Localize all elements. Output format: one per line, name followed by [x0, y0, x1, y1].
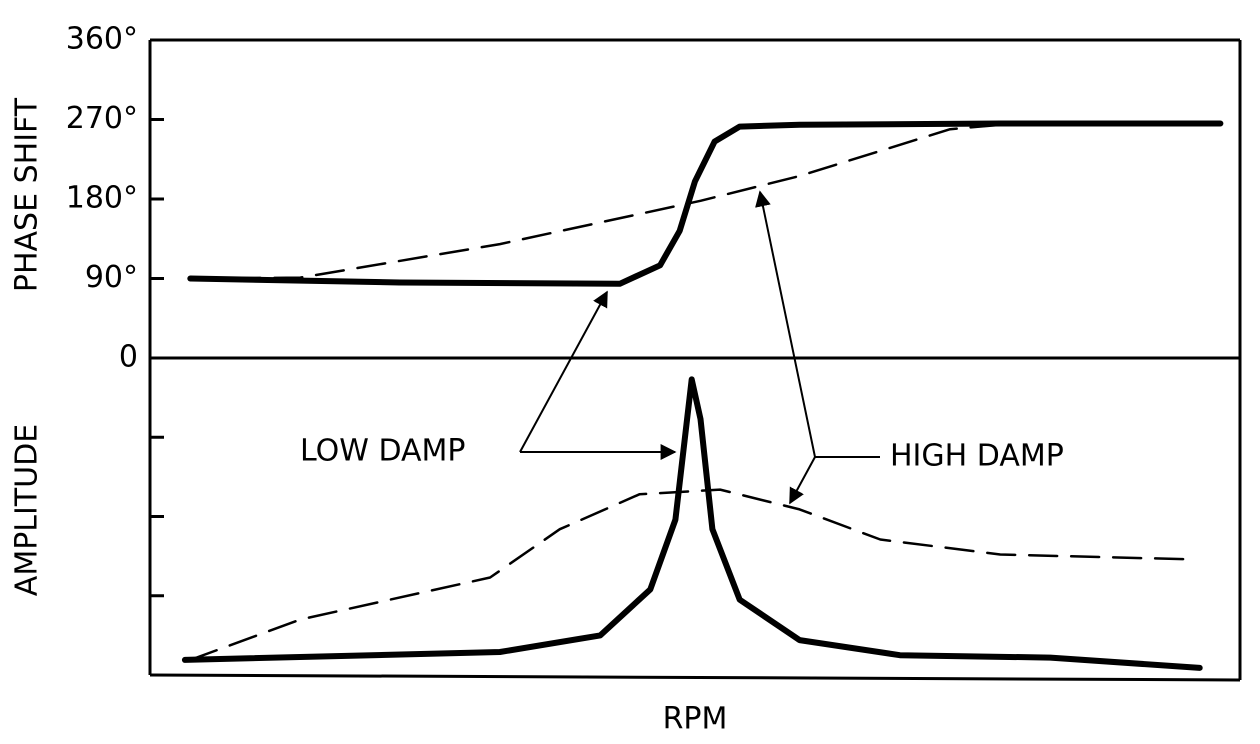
x-axis-label: RPM [663, 702, 728, 737]
leader-line [755, 190, 880, 458]
x-axis [149, 673, 1241, 682]
y-axis-label: AMPLITUDE [10, 424, 45, 596]
data-line [189, 488, 1192, 662]
annotation: LOW DAMP [300, 434, 466, 469]
data-line [181, 376, 1203, 671]
y-tick-label: 0 [119, 340, 138, 375]
data-line [187, 120, 1224, 287]
y-tick-label: 180° [66, 181, 138, 216]
leader-line [789, 456, 816, 505]
leader-line [519, 290, 608, 453]
annotation: HIGH DAMP [890, 439, 1064, 474]
data-line [189, 123, 1002, 280]
y-tick-label: 270° [66, 101, 138, 136]
y-tick-label: 360° [66, 22, 138, 57]
y-tick-label: 90° [85, 260, 138, 295]
y-axis-label: PHASE SHIFT [10, 97, 45, 292]
